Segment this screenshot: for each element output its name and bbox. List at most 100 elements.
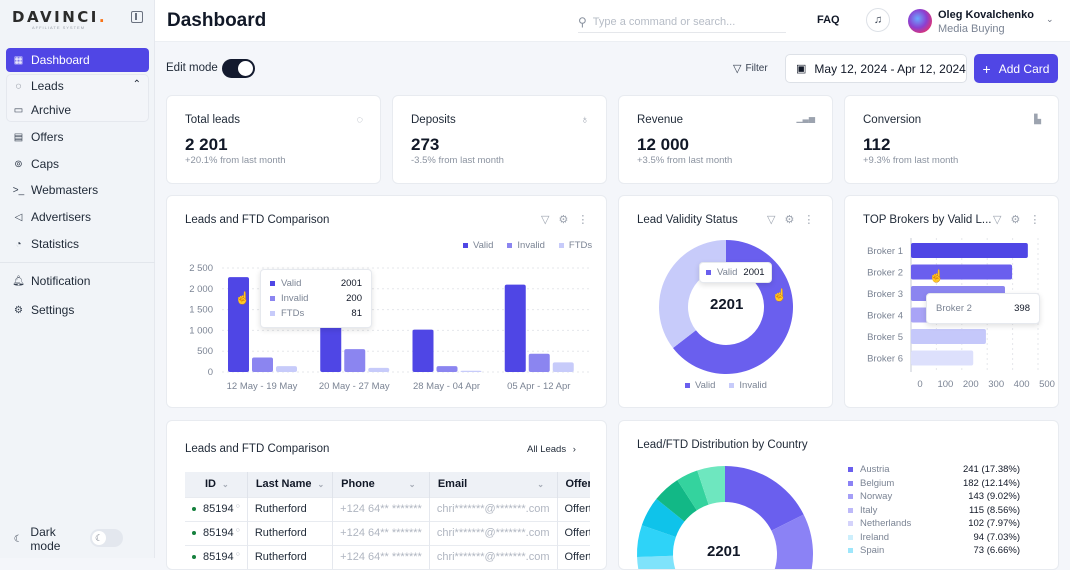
legend-item-valid[interactable]: Valid bbox=[685, 380, 715, 391]
chevron-down-icon[interactable]: ⌄ bbox=[537, 480, 544, 490]
tooltip-value: 398 bbox=[1014, 303, 1030, 314]
table-row[interactable]: 85194 ○ Rutherford +124 64** ******* chri… bbox=[185, 520, 590, 545]
lead-id[interactable]: 85194 bbox=[203, 527, 234, 539]
lead-id[interactable]: 85194 bbox=[203, 551, 234, 564]
stat-change: +20.1% from last month bbox=[185, 155, 286, 166]
comment-icon[interactable]: ○ bbox=[235, 527, 240, 534]
sidebar-item-archive[interactable]: ▭ Archive bbox=[6, 98, 149, 122]
gear-icon[interactable]: ⚙ bbox=[784, 214, 795, 226]
filter-button[interactable]: ▽ Filter bbox=[733, 62, 768, 75]
lead-validity-card: Lead Validity Status ▽ ⚙ ⋮ 2201 Valid 2001 … bbox=[618, 195, 833, 408]
column-header-offer[interactable]: Offer⌄ bbox=[557, 472, 590, 497]
legend-item[interactable]: Spain 73 (6.66%) bbox=[848, 544, 1020, 558]
collapse-sidebar-icon[interactable] bbox=[131, 11, 143, 23]
donut-center-value: 2201 bbox=[710, 296, 744, 313]
y-tick-label: 0 bbox=[208, 367, 213, 378]
legend-item[interactable]: Norway 143 (9.02%) bbox=[848, 490, 1020, 504]
megaphone-icon: ◁ bbox=[14, 211, 23, 223]
sidebar-item-dashboard[interactable]: ▦ Dashboard bbox=[6, 48, 149, 72]
tooltip-label: Valid bbox=[281, 278, 302, 289]
chevron-down-icon[interactable]: ⌄ bbox=[317, 480, 325, 490]
sidebar-item-advertisers[interactable]: ◁ Advertisers bbox=[6, 205, 149, 229]
cell-offer: Offertest bbox=[557, 544, 590, 569]
y-tick-label: Broker 4 bbox=[867, 311, 903, 322]
tooltip-label: Invalid bbox=[281, 293, 309, 304]
dark-mode-text: Dark mode bbox=[30, 525, 61, 553]
sidebar-item-statistics[interactable]: ◔ Statistics bbox=[6, 232, 149, 256]
column-header-id[interactable]: ID ⌄ bbox=[185, 472, 248, 497]
comment-icon[interactable]: ○ bbox=[235, 503, 240, 510]
bell-icon: ♫ bbox=[873, 14, 883, 26]
card-tools: ▽ ⚙ ⋮ bbox=[767, 213, 814, 226]
legend-swatch bbox=[848, 494, 853, 500]
comment-icon[interactable]: ○ bbox=[235, 551, 240, 559]
search-input[interactable]: ⚲ Type a command or search... bbox=[578, 11, 786, 33]
legend-item-invalid[interactable]: Invalid bbox=[729, 380, 767, 391]
cell-email: chri*******@*******.com bbox=[429, 544, 558, 569]
legend-country: Netherlands bbox=[860, 518, 912, 530]
sidebar-item-label: Statistics bbox=[31, 237, 80, 251]
moon-icon: ☾ bbox=[13, 533, 23, 545]
legend-item-ftds[interactable]: FTDs bbox=[558, 240, 592, 251]
edit-mode-toggle[interactable] bbox=[222, 59, 255, 78]
column-header-phone[interactable]: Phone ⌄ bbox=[332, 472, 430, 497]
country-legend: Austria 241 (17.38%) Belgium 182 (12.14%) No… bbox=[848, 463, 1020, 558]
faq-link[interactable]: FAQ bbox=[817, 14, 840, 26]
column-header-email[interactable]: Email ⌄ bbox=[429, 472, 558, 497]
chevron-up-icon[interactable]: ⌃ bbox=[132, 79, 141, 90]
chevron-down-icon[interactable]: ⌄ bbox=[408, 480, 416, 490]
more-vertical-icon[interactable]: ⋮ bbox=[1029, 214, 1041, 226]
sidebar-item-settings[interactable]: ⚙ Settings bbox=[6, 298, 149, 322]
tooltip-row: FTDs 81 bbox=[270, 306, 362, 321]
cell-last-name: Rutherford bbox=[247, 544, 334, 569]
sidebar-item-leads[interactable]: ◌ Leads ⌃ bbox=[6, 74, 149, 98]
table-row[interactable]: 85194 ○ Rutherford +124 64** ******* chri… bbox=[185, 544, 590, 569]
dark-mode-toggle[interactable]: ☾ bbox=[90, 529, 123, 547]
tooltip-row: Broker 2 398 bbox=[936, 301, 1030, 316]
sidebar-item-notification[interactable]: 🔔︎ Notification bbox=[6, 269, 149, 293]
gear-icon[interactable]: ⚙ bbox=[558, 214, 569, 226]
page-title: Dashboard bbox=[167, 10, 267, 31]
chevron-down-icon[interactable]: ⌄ bbox=[1046, 14, 1054, 24]
table-row[interactable]: 85194 ○ Rutherford +124 64** ******* chri… bbox=[185, 496, 590, 521]
legend-item[interactable]: Netherlands 102 (7.97%) bbox=[848, 517, 1020, 531]
lead-id[interactable]: 85194 bbox=[203, 503, 234, 515]
filter-icon[interactable]: ▽ bbox=[993, 214, 1002, 226]
add-card-button[interactable]: + Add Card bbox=[974, 54, 1058, 83]
x-tick-label: 20 May - 27 May bbox=[319, 381, 390, 392]
legend-item[interactable]: Belgium 182 (12.14%) bbox=[848, 477, 1020, 491]
user-name[interactable]: Oleg Kovalchenko bbox=[938, 9, 1034, 21]
stat-change: +3.5% from last month bbox=[637, 155, 733, 166]
notification-bell-button[interactable]: ♫ bbox=[866, 8, 890, 32]
logo[interactable]: DAVINCI. AFFILIATE SYSTEM bbox=[12, 8, 112, 32]
archive-icon: ▭ bbox=[13, 104, 24, 116]
sidebar-item-caps[interactable]: ⊚ Caps bbox=[6, 152, 149, 176]
more-vertical-icon[interactable]: ⋮ bbox=[803, 214, 815, 226]
legend-item[interactable]: Italy 115 (8.56%) bbox=[848, 504, 1020, 518]
stat-title: Total leads bbox=[185, 114, 240, 126]
tooltip-label: Valid bbox=[717, 267, 738, 278]
y-tick-label: 500 bbox=[197, 346, 213, 357]
avatar[interactable] bbox=[908, 9, 932, 33]
filter-icon[interactable]: ▽ bbox=[541, 214, 550, 226]
legend-item[interactable]: Austria 241 (17.38%) bbox=[848, 463, 1020, 477]
more-vertical-icon[interactable]: ⋮ bbox=[577, 214, 589, 226]
sidebar-item-webmasters[interactable]: >_ Webmasters bbox=[6, 178, 149, 202]
date-range-picker[interactable]: ▣ May 12, 2024 - Apr 12, 2024 bbox=[785, 54, 967, 83]
filter-icon[interactable]: ▽ bbox=[767, 214, 776, 226]
legend-value: 182 (12.14%) bbox=[962, 477, 1020, 489]
sidebar-divider bbox=[0, 262, 155, 263]
target-icon: ◌ bbox=[15, 80, 22, 92]
column-label: Email bbox=[437, 478, 468, 491]
legend-item[interactable]: Ireland 94 (7.03%) bbox=[848, 531, 1020, 545]
logo-dot: . bbox=[98, 8, 108, 26]
legend-item-invalid[interactable]: Invalid bbox=[507, 240, 545, 251]
column-header-last-name[interactable]: Last Name ⌄ bbox=[247, 472, 334, 497]
sidebar-item-offers[interactable]: ▤ Offers bbox=[6, 125, 149, 149]
table-title: Leads and FTD Comparison bbox=[185, 443, 330, 455]
legend-item-valid[interactable]: Valid bbox=[463, 240, 493, 251]
gear-icon[interactable]: ⚙ bbox=[1010, 214, 1021, 226]
leads-table-wrapper: ID ⌄ Last Name ⌄ Phone ⌄ Email ⌄ Offer⌄ 8519… bbox=[185, 472, 590, 569]
all-leads-link[interactable]: All Leads › bbox=[527, 444, 576, 455]
chevron-down-icon[interactable]: ⌄ bbox=[222, 480, 229, 490]
